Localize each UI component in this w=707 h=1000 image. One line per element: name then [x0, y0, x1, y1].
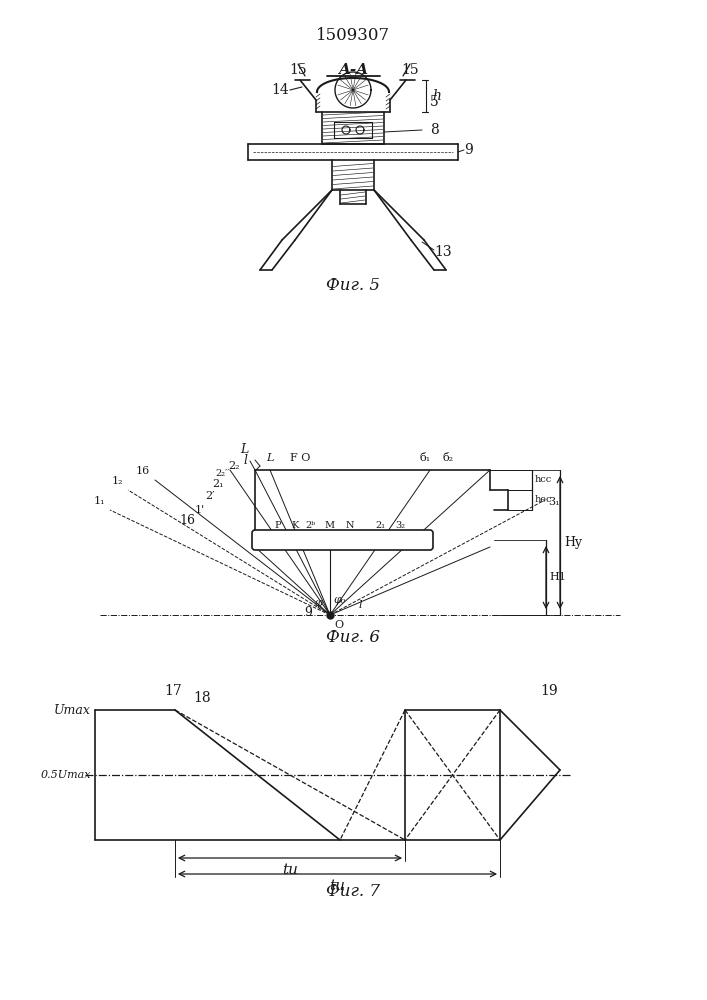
Text: 2ᵇ: 2ᵇ [305, 521, 315, 530]
Text: 5: 5 [430, 95, 439, 109]
Text: φ₀: φ₀ [334, 595, 346, 605]
Text: 16: 16 [136, 466, 150, 476]
Text: 2₁: 2₁ [375, 521, 385, 530]
Text: 9: 9 [304, 606, 312, 619]
Text: M: M [325, 521, 335, 530]
Text: 1': 1' [194, 505, 205, 515]
Text: P: P [275, 521, 281, 530]
Text: 19: 19 [540, 684, 558, 698]
Text: Hy: Hy [564, 536, 582, 549]
Text: 13: 13 [434, 245, 452, 259]
Text: K: K [291, 521, 298, 530]
Text: 15: 15 [401, 63, 419, 77]
Text: 2₂′′: 2₂′′ [216, 470, 230, 479]
Text: 8: 8 [430, 123, 439, 137]
Text: 1₁: 1₁ [93, 496, 105, 506]
Text: 17: 17 [164, 684, 182, 698]
Text: h: h [432, 89, 441, 103]
Text: б₂: б₂ [443, 453, 454, 463]
Text: 3₁: 3₁ [548, 497, 559, 507]
Text: 3₂: 3₂ [395, 521, 405, 530]
Text: 18: 18 [193, 691, 211, 705]
Text: hec: hec [535, 495, 552, 504]
Text: N: N [346, 521, 354, 530]
Text: A-A: A-A [338, 63, 368, 77]
Text: 1₂: 1₂ [112, 476, 123, 486]
Text: 0.5Umax: 0.5Umax [40, 770, 91, 780]
Text: Фиг. 6: Фиг. 6 [326, 630, 380, 647]
Text: 14: 14 [271, 83, 289, 97]
Text: Umax: Umax [54, 704, 91, 716]
Text: 2₁: 2₁ [213, 479, 224, 489]
Text: 15: 15 [289, 63, 307, 77]
Text: O: O [334, 620, 343, 630]
Text: 2′: 2′ [205, 491, 215, 501]
Text: 9: 9 [464, 143, 473, 157]
Text: F O: F O [290, 453, 310, 463]
Text: tu: tu [282, 863, 298, 877]
Text: hcc: hcc [535, 476, 552, 485]
Text: L: L [267, 453, 274, 463]
Text: L: L [240, 443, 248, 456]
Text: l: l [243, 454, 247, 466]
Text: 2₂: 2₂ [228, 461, 240, 471]
Text: б₁: б₁ [419, 453, 431, 463]
Text: 16: 16 [179, 514, 195, 528]
Text: Фиг. 7: Фиг. 7 [326, 884, 380, 900]
Text: l: l [358, 600, 362, 610]
FancyBboxPatch shape [252, 530, 433, 550]
Text: Фиг. 5: Фиг. 5 [326, 276, 380, 294]
Text: H1: H1 [549, 572, 566, 582]
Text: tu: tu [329, 879, 346, 893]
Text: 1509307: 1509307 [316, 26, 390, 43]
Text: φ: φ [314, 598, 322, 608]
